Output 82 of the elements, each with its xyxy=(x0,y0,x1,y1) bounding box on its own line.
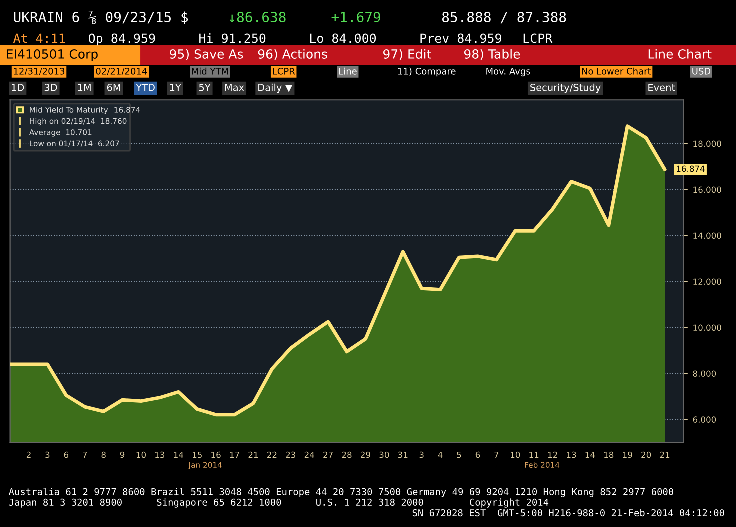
x-tick-label: 31 xyxy=(398,452,408,458)
text: Max xyxy=(225,84,244,92)
x-tick-label: 7 xyxy=(83,452,88,458)
y-tick-label: 8.000 xyxy=(693,370,716,377)
x-tick-label: 19 xyxy=(623,452,632,458)
x-tick-label: 11 xyxy=(530,452,539,458)
x-tick-label: 21 xyxy=(248,452,258,458)
x-tick-label: 6 xyxy=(476,452,480,458)
text: Lo 84.000 xyxy=(310,34,376,44)
y-tick-label: 14.000 xyxy=(694,232,722,240)
x-tick-label: 17 xyxy=(230,452,240,458)
data-label: 16.874 xyxy=(677,166,705,172)
text: 02/21/2014 xyxy=(96,68,148,76)
x-tick-label: 18 xyxy=(604,452,614,458)
x-tick-label: 8 xyxy=(102,452,106,458)
text: 6M xyxy=(107,84,120,92)
x-tick-label: 30 xyxy=(380,452,390,458)
text: Security/Study xyxy=(530,84,601,94)
text: +1.679 xyxy=(332,12,380,23)
text: ↓86.638 xyxy=(230,12,286,23)
text: 97) Edit xyxy=(384,49,432,60)
text: No Lower Chart xyxy=(582,68,652,75)
text: YTD xyxy=(136,84,155,92)
x-tick-label: 6 xyxy=(64,452,69,458)
x-tick-label: 2 xyxy=(26,452,31,458)
x-tick-label: 16 xyxy=(212,452,221,458)
text: Line xyxy=(339,68,357,75)
x-tick-label: 9 xyxy=(120,452,125,458)
text: At 4:11 xyxy=(13,34,66,44)
x-tick-label: 28 xyxy=(342,452,352,458)
text: Daily ▼ xyxy=(258,84,293,94)
text: 1M xyxy=(78,84,91,92)
x-tick-label: 5 xyxy=(457,452,462,458)
text: 1D xyxy=(12,84,24,92)
text: 95) Save As xyxy=(170,49,244,60)
x-tick-label: 24 xyxy=(304,452,314,458)
x-tick-label: 4 xyxy=(438,452,443,458)
x-tick-label: 13 xyxy=(156,452,165,458)
text: 3D xyxy=(44,84,58,92)
text: UKRAIN 6 ⅞ 09/23/15 $ xyxy=(14,11,188,24)
text: Mov. Avgs xyxy=(486,68,530,77)
text: 85.888 / 87.388 xyxy=(442,12,566,24)
text: Hi 91.250 xyxy=(200,34,266,44)
text: 1Y xyxy=(170,84,182,92)
text: Event xyxy=(648,84,676,92)
text: Prev 84.959 xyxy=(420,34,502,44)
x-tick-label: 12 xyxy=(548,452,558,458)
text: Line Chart xyxy=(648,49,712,59)
text: Mid YTM xyxy=(192,68,228,75)
text: EI410501 Corp xyxy=(7,50,98,62)
text: 5Y xyxy=(199,84,211,92)
text: Australia 61 2 9777 8600 Brazil 5511 3048 4500 Europe 44 20 7330 7500 Germany 49 69 9204 1210 Hong Kong 852 2977 6000 xyxy=(9,488,674,498)
x-tick-label: 15 xyxy=(192,452,202,458)
text: LCPR xyxy=(524,34,553,44)
x-tick-label: 29 xyxy=(361,452,370,458)
x-tick-label: 21 xyxy=(660,452,670,458)
x-tick-label: 14 xyxy=(586,452,596,458)
x-tick-label: 14 xyxy=(174,452,184,458)
y-tick-label: 18.000 xyxy=(694,140,722,148)
x-tick-label: 22 xyxy=(268,452,277,458)
x-tick-label: 23 xyxy=(286,452,296,458)
x-tick-label: 27 xyxy=(324,452,333,458)
x-tick-label: 3 xyxy=(46,452,50,458)
y-tick-label: 10.000 xyxy=(694,324,722,332)
x-tick-label: 10 xyxy=(136,452,146,458)
x-tick-label: 3 xyxy=(420,452,424,458)
text: 12/31/2013 xyxy=(14,68,65,76)
text: 98) Table xyxy=(464,49,520,60)
text: 96) Actions xyxy=(258,49,328,60)
text: Op 84.959 xyxy=(89,34,156,46)
text: 11) Compare xyxy=(398,68,456,77)
x-tick-label: 13 xyxy=(567,452,576,458)
text: SN 672028 EST GMT-5:00 H216-988-0 21-Feb-2014 04:12:00 xyxy=(412,509,724,517)
y-tick-label: 6.000 xyxy=(693,416,716,423)
text: USD xyxy=(692,68,711,75)
x-tick-label: 20 xyxy=(642,452,652,458)
y-tick-label: 16.000 xyxy=(694,186,722,194)
x-tick-label: 7 xyxy=(494,452,499,458)
x-tick-label: 10 xyxy=(510,452,520,458)
y-tick-label: 12.000 xyxy=(694,278,722,286)
text: Japan 81 3 3201 8900 Singapore 65 6212 1000 U.S. 1 212 318 2000 Copyright 2014 xyxy=(9,498,549,508)
text: LCPR xyxy=(273,68,296,75)
